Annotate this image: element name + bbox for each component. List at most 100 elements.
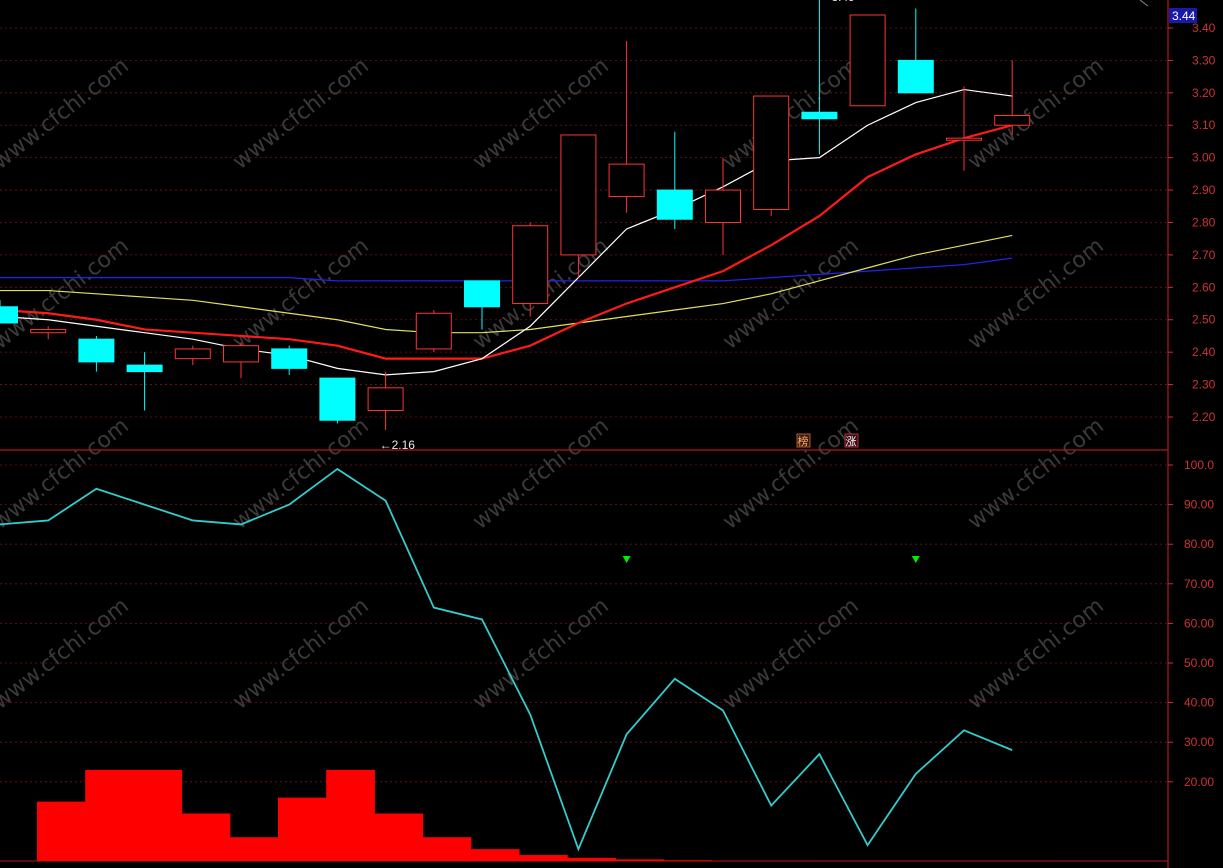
candle [801,0,838,155]
candle-body-down [801,111,838,120]
watermark-text: www.cfchi.com [718,53,863,174]
candle-body-up [994,115,1031,126]
last-price-box [1169,8,1197,23]
ma10-line [0,124,1013,360]
candle [464,280,500,330]
watermark-text: www.cfchi.com [963,233,1108,354]
price-tick-label: 2.40 [1192,345,1216,359]
indicator-tick-label: 90.00 [1184,498,1214,512]
watermark-text: www.cfchi.com [228,53,373,174]
last-price-tag: 3.44 [1169,8,1197,23]
candle [174,345,211,366]
candle-body-down [897,59,934,94]
signal-down-triangle-icon [622,556,631,564]
watermark-text: www.cfchi.com [0,593,134,714]
candle-body-up [946,137,982,141]
candle-body-down [271,348,308,369]
price-tick-label: 2.50 [1192,313,1216,327]
candle-body-down [319,377,356,421]
watermark-text: www.cfchi.com [963,413,1108,534]
candle [30,326,67,340]
candle-body-up [753,95,790,211]
candle [223,342,259,379]
price-axis: 3.40 3.30 3.20 3.10 3.00 2.90 2.80 2.70 2.60 2.50… [1168,21,1216,424]
price-tick-label: 2.60 [1192,280,1216,294]
badge-limit-up-label: 涨 [846,435,857,448]
indicator-bar [615,859,665,861]
price-tick-label: 2.80 [1192,215,1216,229]
watermark-text: www.cfchi.com [0,413,134,534]
price-tick-label: 2.30 [1192,378,1216,392]
candle [994,60,1031,135]
indicator-bar [519,855,568,861]
indicator-bar [229,837,279,861]
watermark-text: www.cfchi.com [468,593,613,714]
ma20-line [0,234,1013,334]
indicator-bar [326,769,375,861]
indicator-bars [37,769,1050,861]
high-price-annotation: ↶3.49 [821,0,855,4]
candle [0,300,18,324]
indicator-bar [422,837,472,861]
price-annotations: ↶3.49 ←2.16 [380,0,856,452]
price-tick-label: 3.10 [1192,118,1216,132]
indicator-bar [374,813,424,861]
candle [319,377,356,424]
badge-list-rank[interactable]: 榜 [796,433,811,448]
signal-down-triangle-icon [911,556,920,564]
price-tick-label: 2.70 [1192,248,1216,262]
candle [78,335,115,372]
candle-body-up [415,312,452,350]
candle [126,352,163,411]
indicator-tick-label: 80.00 [1184,537,1214,551]
indicator-tick-label: 40.00 [1184,696,1214,710]
candle [271,345,308,375]
indicator-tick-label: 20.00 [1184,775,1214,789]
candle-body-up [223,345,259,363]
candle [367,371,404,430]
candle-body-down [0,306,18,324]
candle-body-down [126,364,163,373]
candle [946,86,982,171]
price-tick-label: 2.90 [1192,183,1216,197]
ma60-line [0,257,1013,282]
candle-body-up [367,387,404,412]
price-tick-label: 3.20 [1192,86,1216,100]
candle-body-up [174,348,211,360]
badge-list-rank-box [796,433,811,448]
indicator-tick-label: 30.00 [1184,735,1214,749]
candle [753,95,790,216]
indicator-tick-label: 70.00 [1184,577,1214,591]
candle [608,40,645,213]
candlestick-series [0,0,1031,430]
candle [560,134,597,278]
price-tick-label: 2.20 [1192,410,1216,424]
watermark-text: www.cfchi.com [718,413,863,534]
indicator-markers [622,556,920,564]
indicator-tick-label: 100.0 [1184,458,1214,472]
candle-body-down [464,280,500,308]
badge-limit-up-box [844,433,859,448]
indicator-bar [181,813,231,861]
badge-limit-up[interactable]: 涨 [844,433,859,448]
price-tick-label: 3.40 [1192,21,1216,35]
watermark-text: www.cfchi.com [228,413,373,534]
candle [897,8,934,94]
candle-body-up [705,189,741,223]
indicator-bar [85,769,134,861]
candle [656,131,693,229]
watermark-text: www.cfchi.com [228,593,373,714]
low-price-annotation: ←2.16 [380,438,416,452]
candle-body-up [512,225,549,305]
indicator-bar [567,857,616,861]
indicator-tick-label: 50.00 [1184,656,1214,670]
watermark-text: www.cfchi.com [0,233,134,354]
price-tick-label: 3.30 [1192,53,1216,67]
badge-list-rank-label: 榜 [798,434,809,448]
indicator-bar [663,860,713,861]
candle-body-up [30,328,67,334]
candle [512,222,549,317]
watermark-text: www.cfchi.com [468,413,613,534]
indicator-series-line [0,467,1013,852]
